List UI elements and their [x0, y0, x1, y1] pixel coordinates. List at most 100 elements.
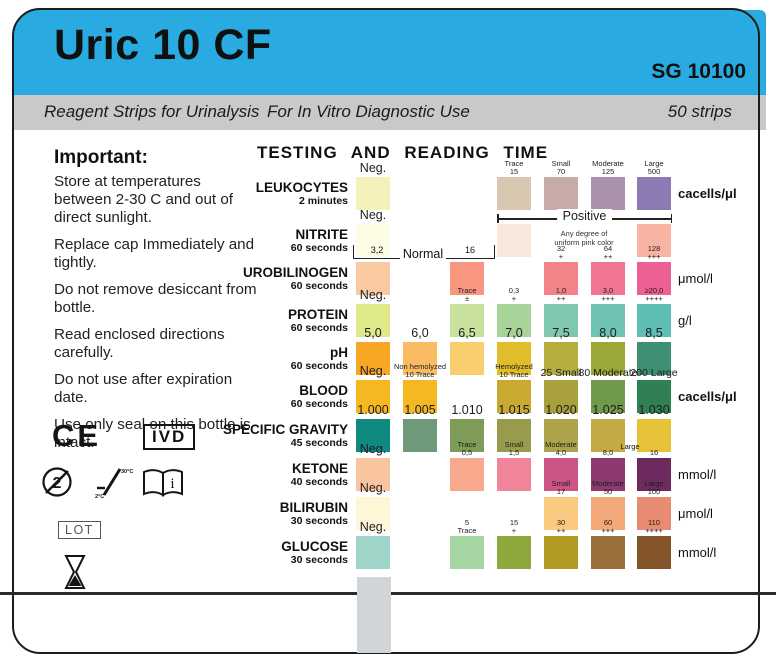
analyte-name: SPECIFIC GRAVITY: [222, 422, 348, 437]
color-swatch: [637, 262, 671, 295]
nitrite-note: Any degree of uniform pink color: [554, 229, 614, 247]
color-swatch: [497, 380, 531, 413]
swatch-label: 80 Moderate: [578, 367, 638, 379]
analyte-name: BLOOD: [299, 383, 348, 398]
ce-mark-icon: CE: [52, 418, 102, 453]
color-swatch: [637, 497, 671, 530]
analyte-time: 60 seconds: [290, 398, 348, 410]
color-swatch: [544, 177, 578, 210]
swatch-label: 8,0: [599, 326, 617, 340]
swatch-label: 8,5: [645, 326, 663, 340]
nitrite-positive-bracket: Positive: [497, 209, 672, 223]
swatch-label: Small 17: [551, 479, 571, 496]
analyte-name: PROTEIN: [287, 307, 348, 322]
unit-label: μmol/l: [678, 271, 713, 286]
color-swatch: [637, 304, 671, 337]
swatch-label: Moderate 4,0: [545, 440, 577, 457]
color-swatch: [356, 419, 390, 452]
analyte-time: 40 seconds: [290, 476, 348, 488]
swatch-label: 200 Large: [630, 367, 678, 379]
swatch-label: Moderate 50: [592, 479, 624, 496]
swatch-label: Trace 0,5: [457, 440, 477, 457]
color-swatch: [591, 458, 625, 491]
color-swatch: [637, 536, 671, 569]
swatch-label: Neg.: [359, 161, 387, 175]
color-swatch: [497, 419, 531, 452]
color-swatch: [637, 419, 671, 452]
swatch-label: 1.000: [357, 403, 389, 417]
swatch-label: 1.025: [592, 403, 624, 417]
important-note: Read enclosed directions carefully.: [54, 326, 225, 361]
color-swatch: [403, 419, 437, 452]
swatch-label: Neg.: [359, 208, 387, 222]
swatch-label: Neg.: [359, 520, 387, 534]
swatch-label: Trace ±: [457, 286, 477, 303]
swatch-label: Large 100: [644, 479, 664, 496]
swatch-label: 128 +++: [647, 244, 661, 261]
color-swatch: [450, 458, 484, 491]
swatch-label: ≥20,0 ++++: [644, 286, 664, 303]
important-note: Do not remove desiccant from bottle.: [54, 281, 257, 316]
color-swatch: [403, 342, 437, 375]
important-note: Store at temperatures between 2-30 C and…: [54, 173, 234, 226]
swatch-label: 5 Trace: [457, 518, 477, 535]
color-swatch: [591, 177, 625, 210]
color-swatch: [544, 497, 578, 530]
color-swatch: [450, 304, 484, 337]
swatch-label: 1,0 ++: [555, 286, 567, 303]
swatch-label: 3,0 +++: [601, 286, 615, 303]
urobilinogen-high-bracket: 16: [446, 245, 495, 259]
color-swatch: [356, 342, 390, 375]
bracket-tick-right: [670, 214, 672, 223]
color-swatch: [356, 304, 390, 337]
swatch-label: 60 +++: [601, 518, 615, 535]
swatch-label: 8,0: [602, 448, 614, 457]
color-swatch: [450, 536, 484, 569]
unit-label: cacells/μl: [678, 389, 737, 404]
svg-text:30°C: 30°C: [121, 469, 133, 475]
color-swatch: [591, 304, 625, 337]
do-not-reuse-icon: 2: [40, 465, 74, 504]
svg-text:i: i: [170, 476, 174, 492]
page-title: Uric 10 CF: [54, 21, 272, 69]
swatch-label: Small 1,5: [504, 440, 524, 457]
analyte-time: 60 seconds: [290, 280, 348, 292]
color-swatch: [591, 342, 625, 375]
color-swatch: [591, 380, 625, 413]
table-title: TESTING AND READING TIME: [257, 143, 549, 162]
swatch-label: 32 +: [556, 244, 566, 261]
color-swatch: [544, 262, 578, 295]
color-swatch: [403, 380, 437, 413]
analyte-name: NITRITE: [295, 227, 349, 242]
swatch-label: 30 ++: [556, 518, 566, 535]
positive-label: Positive: [556, 209, 613, 223]
lot-symbol: LOT: [58, 521, 101, 539]
analyte-time: 2 minutes: [298, 195, 348, 207]
color-swatch: [544, 342, 578, 375]
strip-count: 50 strips: [667, 102, 732, 121]
swatch-label: 110 ++++: [645, 518, 663, 535]
ivd-symbol: IVD: [143, 424, 196, 450]
analyte-name: LEUKOCYTES: [255, 180, 348, 195]
color-swatch: [637, 224, 671, 257]
swatch-label: Neg.: [359, 442, 387, 456]
analyte-name: GLUCOSE: [281, 539, 348, 554]
analyte-name: UROBILINOGEN: [242, 265, 348, 280]
color-swatch: [450, 262, 484, 295]
analyte-time: 60 seconds: [290, 360, 348, 372]
analyte-name: BILIRUBIN: [279, 500, 348, 515]
color-swatch: [544, 458, 578, 491]
swatch-label: Large 500: [644, 159, 664, 176]
color-swatch: [637, 380, 671, 413]
swatch-label: Moderate 125: [592, 159, 624, 176]
unit-label: mmol/l: [678, 467, 717, 482]
color-swatch: [497, 304, 531, 337]
swatch-label: 6,5: [458, 326, 476, 340]
color-swatch: [356, 458, 390, 491]
analyte-time: 60 seconds: [290, 242, 348, 254]
color-swatch: [637, 177, 671, 210]
temperature-limit-icon: 30°C 2°C: [94, 464, 134, 505]
analyte-name: pH: [330, 345, 348, 360]
unit-label: mmol/l: [678, 545, 717, 560]
